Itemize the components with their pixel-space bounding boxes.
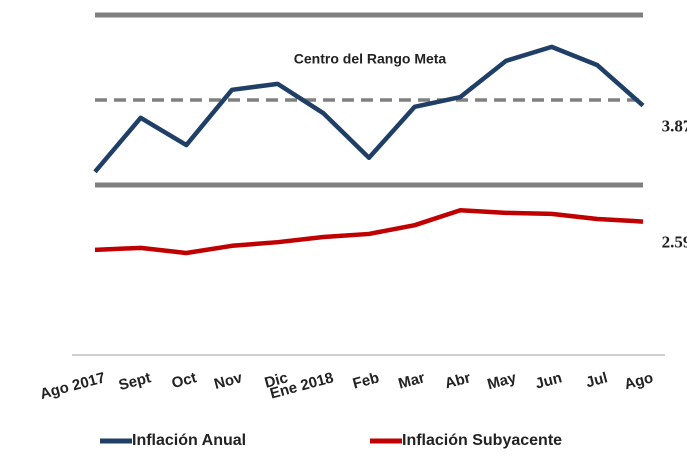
x-tick-label: Feb [351,369,381,392]
x-tick-label: Mar [397,369,427,392]
x-tick-label: Ago 2017 [38,369,107,403]
x-tick-label: Dic [263,369,290,391]
series-line [93,44,645,174]
x-tick-label: Oct [170,369,199,392]
x-tick-label: Jun [534,369,564,392]
data-label: 3.87% [662,116,687,135]
legend-label: Inflación Subyacente [402,432,562,449]
x-tick-label: Ago [622,369,655,393]
legend-label: Inflación Anual [132,432,246,449]
x-tick-label: May [485,369,518,393]
x-tick-label: Nov [212,369,244,393]
x-tick-label: Jul [584,369,609,391]
data-label: 2.59% [662,232,687,251]
x-tick-label: Abr [443,369,473,392]
series-line [94,207,644,256]
reference-label: Centro del Rango Meta [294,51,447,67]
x-tick-label: Sept [117,369,153,394]
